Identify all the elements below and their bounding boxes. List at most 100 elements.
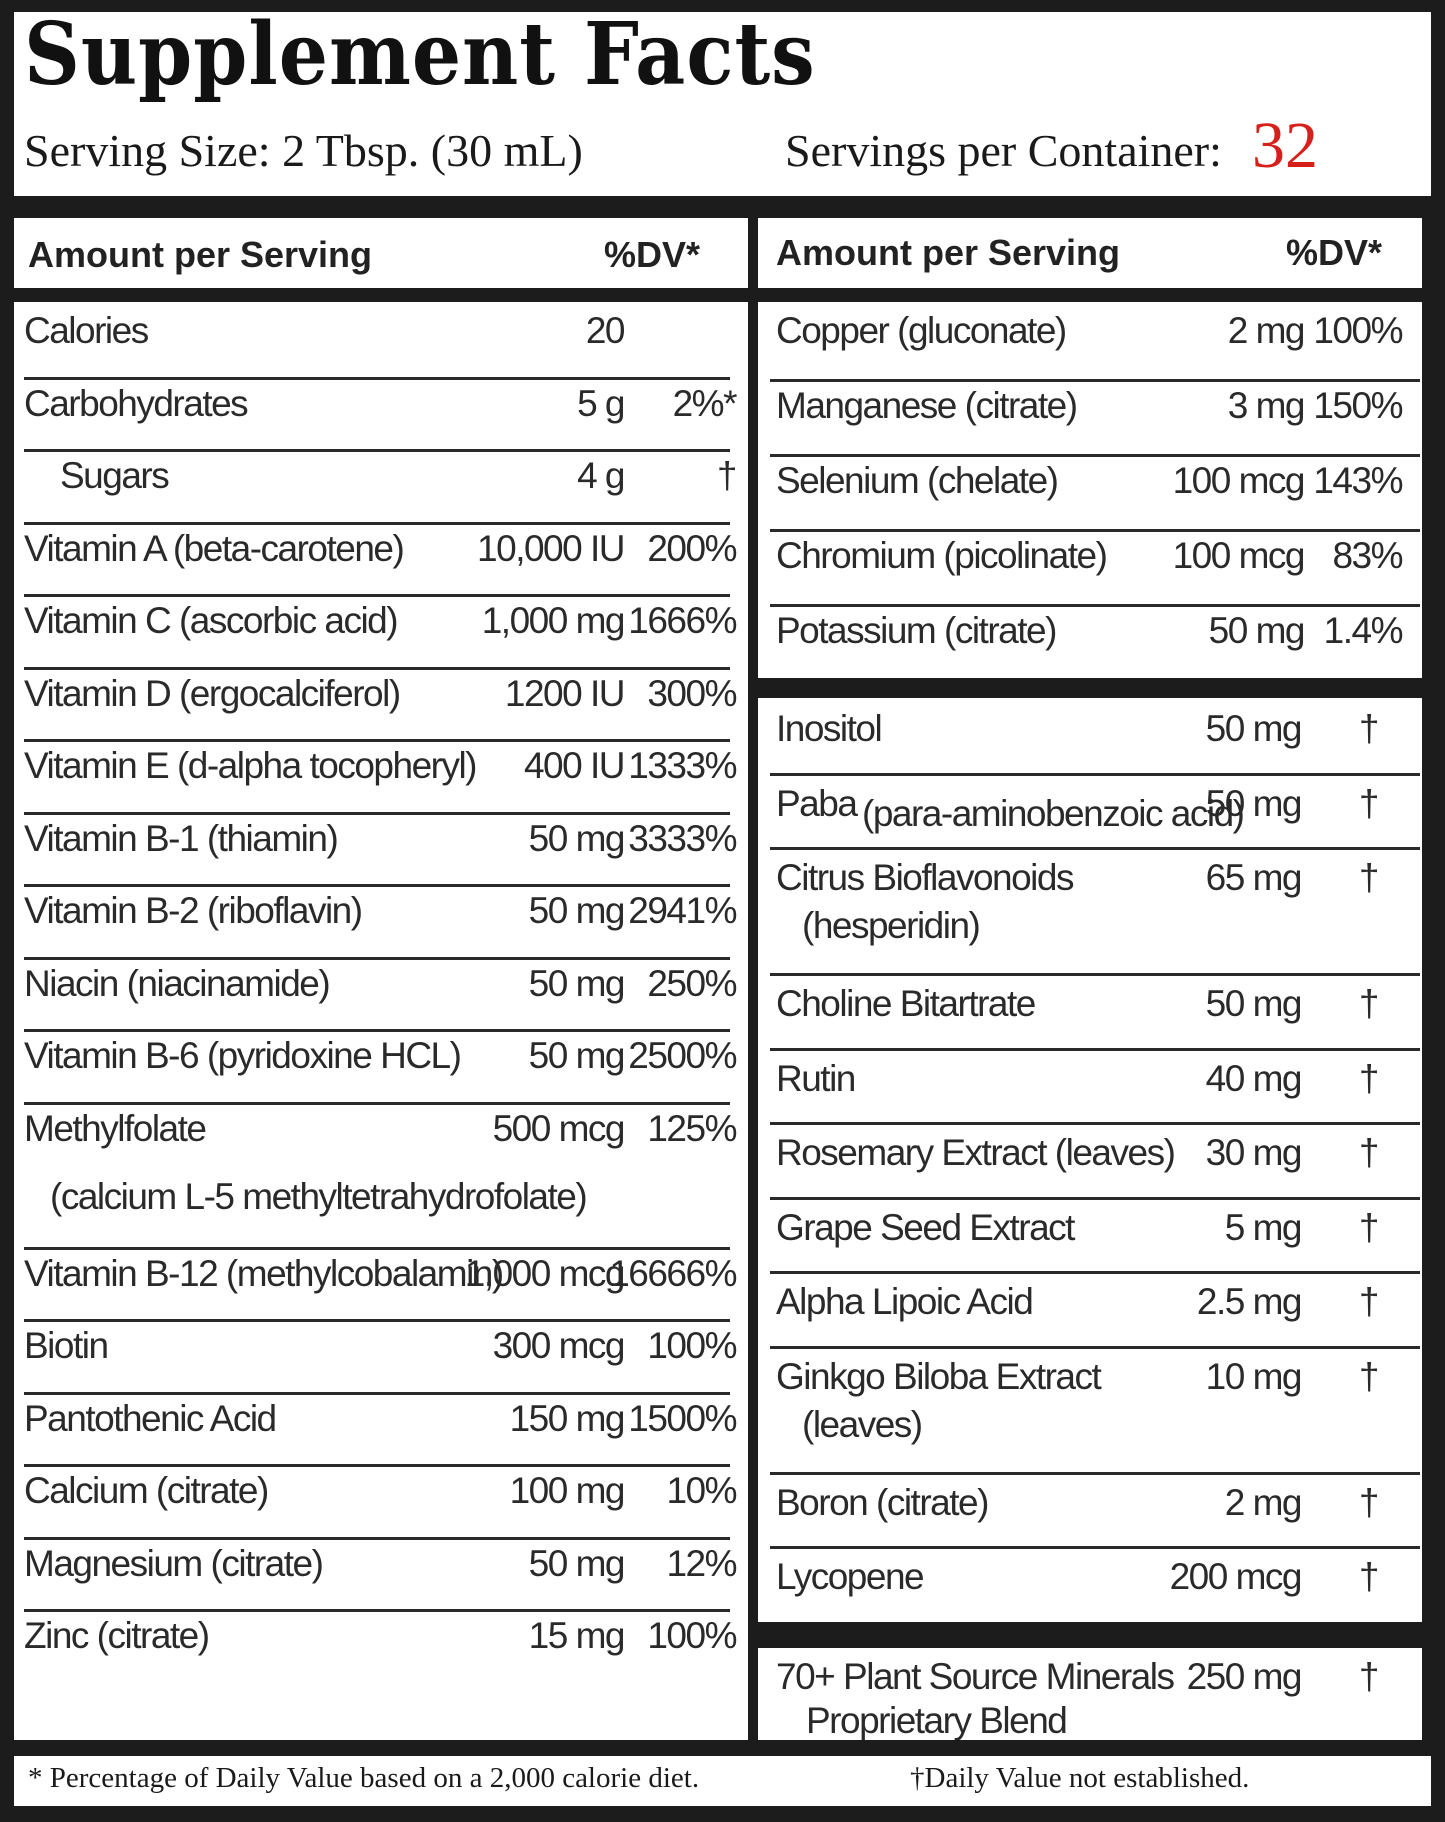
nutrient-row: Vitamin B-12 (methylcobalamin) 1,000 mcg 1… [24,1249,737,1322]
nutrient-name: Ginkgo Biloba Extract [776,1355,1102,1397]
title-separator [0,196,1445,218]
serving-size: Serving Size: 2 Tbsp. (30 mL) [24,125,583,176]
row-divider [24,739,730,742]
row-divider [770,604,1420,607]
nutrient-dv: 100% [647,1325,737,1366]
nutrient-name: Vitamin B-2 (riboflavin) [24,890,363,931]
nutrient-dv: † [1358,857,1380,898]
nutrient-name: Zinc (citrate) [24,1615,210,1656]
right-header-amount: Amount per Serving [776,232,1121,273]
nutrient-dv: 143% [1313,460,1403,501]
row-divider [770,1345,1420,1349]
nutrient-name: Rutin [776,1057,856,1099]
nutrient-dv: † [1358,1556,1380,1597]
row-divider [24,666,730,670]
nutrient-row: Carbohydrates 5 g 2%* [24,379,738,452]
row-divider [24,956,730,960]
nutrient-dv: 3333% [628,817,737,859]
nutrient-dv: 150% [1313,385,1403,426]
nutrient-row: Boron (citrate) 2 mg † [776,1474,1396,1549]
row-divider [24,1246,730,1250]
nutrient-dv: † [1358,708,1380,749]
nutrient-dv: † [1358,782,1380,824]
outer-frame-top [0,0,1445,12]
nutrient-amount: 4 g [577,455,625,496]
nutrient-amount: 1,000 mcg [464,1252,626,1294]
nutrient-dv: 1333% [628,745,737,786]
nutrient-name: Paba [776,782,858,824]
nutrient-dv: 125% [647,1107,737,1149]
nutrient-row: Biotin 300 mcg 100% [24,1321,737,1394]
nutrient-amount: 40 mg [1205,1057,1303,1099]
nutrient-name: Calcium (citrate) [24,1470,269,1511]
nutrient-amount: 400 IU [523,745,626,786]
nutrient-row: Vitamin B-1 (thiamin) 50 mg 3333% [24,814,737,887]
row-divider [24,1319,730,1322]
nutrient-dv: 12% [666,1542,737,1584]
row-divider [770,529,1420,532]
servings-per-container-value: 32 [1252,109,1318,182]
nutrient-subtitle: (leaves) [802,1403,923,1445]
nutrient-name: Niacin (niacinamide) [24,962,331,1004]
nutrient-dv: 1500% [628,1397,737,1439]
row-divider [24,376,730,380]
nutrient-name: Carbohydrates [24,382,249,424]
left-header-dv: %DV* [604,234,701,275]
nutrient-amount: 1,000 mg [481,600,626,641]
nutrient-row: Ginkgo Biloba Extract (leaves) 10 mg † [776,1348,1396,1474]
nutrient-amount: 50 mg [1205,782,1303,824]
nutrient-row: Magnesium (citrate) 50 mg 12% [24,1539,737,1612]
nutrient-name: Manganese (citrate) [776,385,1078,426]
nutrient-amount: 500 mcg [492,1107,626,1149]
nutrient-dv: † [1358,1132,1380,1173]
nutrient-amount: 150 mg [509,1397,626,1439]
nutrient-name: Citrus Bioflavonoids [776,857,1074,898]
nutrient-row: Potassium (citrate) 50 mg 1.4% [776,606,1404,681]
nutrient-name: Choline Bitartrate [776,983,1036,1024]
nutrient-row: Rutin 40 mg † [776,1050,1396,1125]
nutrient-name: Alpha Lipoic Acid [776,1281,1034,1322]
nutrient-dv: † [1358,1206,1380,1248]
nutrient-amount: 300 mcg [492,1325,626,1366]
right-section-bar-1 [758,678,1431,698]
nutrient-amount: 100 mcg [1172,460,1306,501]
nutrient-amount: 10,000 IU [477,527,625,569]
row-divider [24,449,730,452]
nutrient-dv: † [1358,983,1380,1024]
nutrient-name: Vitamin C (ascorbic acid) [24,600,399,641]
nutrient-row: Selenium (chelate) 100 mcg 143% [776,456,1403,531]
nutrient-name: Boron (citrate) [776,1481,989,1523]
row-divider [770,1122,1420,1125]
nutrient-amount: 2 mg [1227,310,1306,351]
nutrient-dv: 1666% [628,600,737,641]
nutrient-amount: 100 mcg [1172,535,1306,576]
nutrient-amount: 100 mg [509,1470,626,1511]
nutrient-amount: 20 [585,310,626,351]
nutrient-amount: 2.5 mg [1196,1281,1303,1322]
left-header-amount: Amount per Serving [28,234,373,275]
nutrient-amount: 3 mg [1227,385,1306,426]
nutrient-name: Grape Seed Extract [776,1206,1075,1248]
row-divider [24,1464,730,1467]
row-divider [770,847,1420,850]
nutrient-name: Inositol [776,708,883,749]
nutrient-dv: 10% [666,1470,737,1511]
nutrient-amount: 65 mg [1205,857,1303,898]
nutrient-row: Alpha Lipoic Acid 2.5 mg † [776,1273,1396,1348]
nutrient-name: Sugars [60,455,170,496]
nutrient-name: Vitamin B-1 (thiamin) [24,817,339,859]
nutrient-dv: † [1358,1057,1380,1099]
nutrient-row: Manganese (citrate) 3 mg 150% [776,381,1403,456]
nutrient-name: Chromium (picolinate) [776,535,1108,576]
footer-bar [0,1740,1445,1756]
outer-frame-left [0,0,14,1822]
nutrient-name: Magnesium (citrate) [24,1542,324,1584]
nutrient-amount: 50 mg [1205,708,1303,749]
nutrient-amount: 250 mg [1186,1656,1303,1697]
nutrient-amount: 2 mg [1224,1481,1303,1523]
row-divider [770,1271,1420,1274]
row-divider [24,521,730,525]
nutrient-dv: 300% [647,672,737,714]
outer-frame-right [1431,0,1445,1822]
